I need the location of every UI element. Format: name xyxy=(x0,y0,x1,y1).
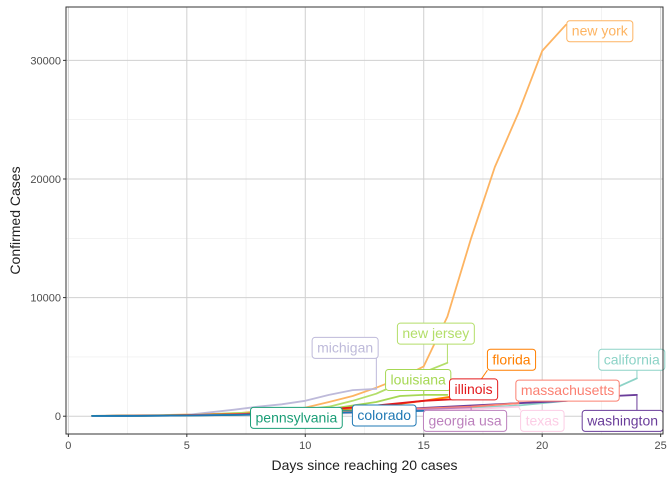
x-tick-label: 5 xyxy=(184,440,190,452)
x-tick-label: 20 xyxy=(536,440,548,452)
callout-label: florida xyxy=(492,351,530,367)
callout-box xyxy=(520,409,565,432)
callout-box xyxy=(449,378,499,401)
callout-label: pennsylvania xyxy=(256,409,338,425)
plot-border xyxy=(65,6,664,435)
x-tick-label: 0 xyxy=(65,440,71,452)
callout-georgia-usa: georgia usa xyxy=(422,407,508,432)
x-tick-label: 25 xyxy=(655,440,667,452)
callout-label: colorado xyxy=(357,407,411,423)
callout-label: georgia usa xyxy=(428,412,501,428)
x-axis-title: Days since reaching 20 cases xyxy=(272,457,458,473)
callout-box xyxy=(515,379,620,402)
callout-colorado: colorado xyxy=(351,404,424,427)
callout-label: michigan xyxy=(317,339,373,355)
callout-label: texas xyxy=(526,412,559,428)
callout-pennsylvania: pennsylvania xyxy=(250,406,401,429)
callout-label: california xyxy=(604,351,660,367)
callout-illinois: illinois xyxy=(449,378,499,401)
y-tick-label: 30000 xyxy=(30,55,61,67)
callout-box xyxy=(422,409,508,432)
callout-box xyxy=(486,348,537,371)
callout-new-york: new york xyxy=(565,20,634,43)
callout-label: new jersey xyxy=(402,325,469,341)
callout-label: louisiana xyxy=(391,371,446,387)
y-tick-label: 10000 xyxy=(30,293,61,305)
y-axis-title: Confirmed Cases xyxy=(7,166,23,274)
callout-texas: texas xyxy=(518,406,565,432)
callout-box xyxy=(311,336,379,359)
x-tick-label: 10 xyxy=(299,440,311,452)
axis-ticks: 0 5 10 15 20 25 0 10000 20000 30000 xyxy=(30,55,666,452)
callout-label: illinois xyxy=(455,381,493,397)
callout-massachusetts: massachusetts xyxy=(515,379,620,404)
y-tick-label: 0 xyxy=(55,411,61,423)
callout-washington: washington xyxy=(581,394,664,432)
callout-label: massachusetts xyxy=(521,382,614,398)
callout-box xyxy=(351,404,417,427)
callout-new-jersey: new jersey xyxy=(396,322,475,363)
callout-box xyxy=(250,406,343,429)
series-labels: new york new jersey michigan florida califor… xyxy=(250,20,666,432)
callout-box xyxy=(566,20,634,43)
callout-label: washington xyxy=(586,412,658,428)
callout-box xyxy=(598,348,666,371)
x-tick-label: 15 xyxy=(418,440,430,452)
callout-box xyxy=(396,322,475,345)
callout-louisiana: louisiana xyxy=(385,368,452,395)
callout-michigan: michigan xyxy=(311,336,379,389)
callout-florida: florida xyxy=(470,348,537,394)
callout-label: new york xyxy=(572,23,629,39)
callout-california: california xyxy=(598,348,666,379)
callout-leader xyxy=(518,406,522,411)
y-tick-label: 20000 xyxy=(30,174,61,186)
